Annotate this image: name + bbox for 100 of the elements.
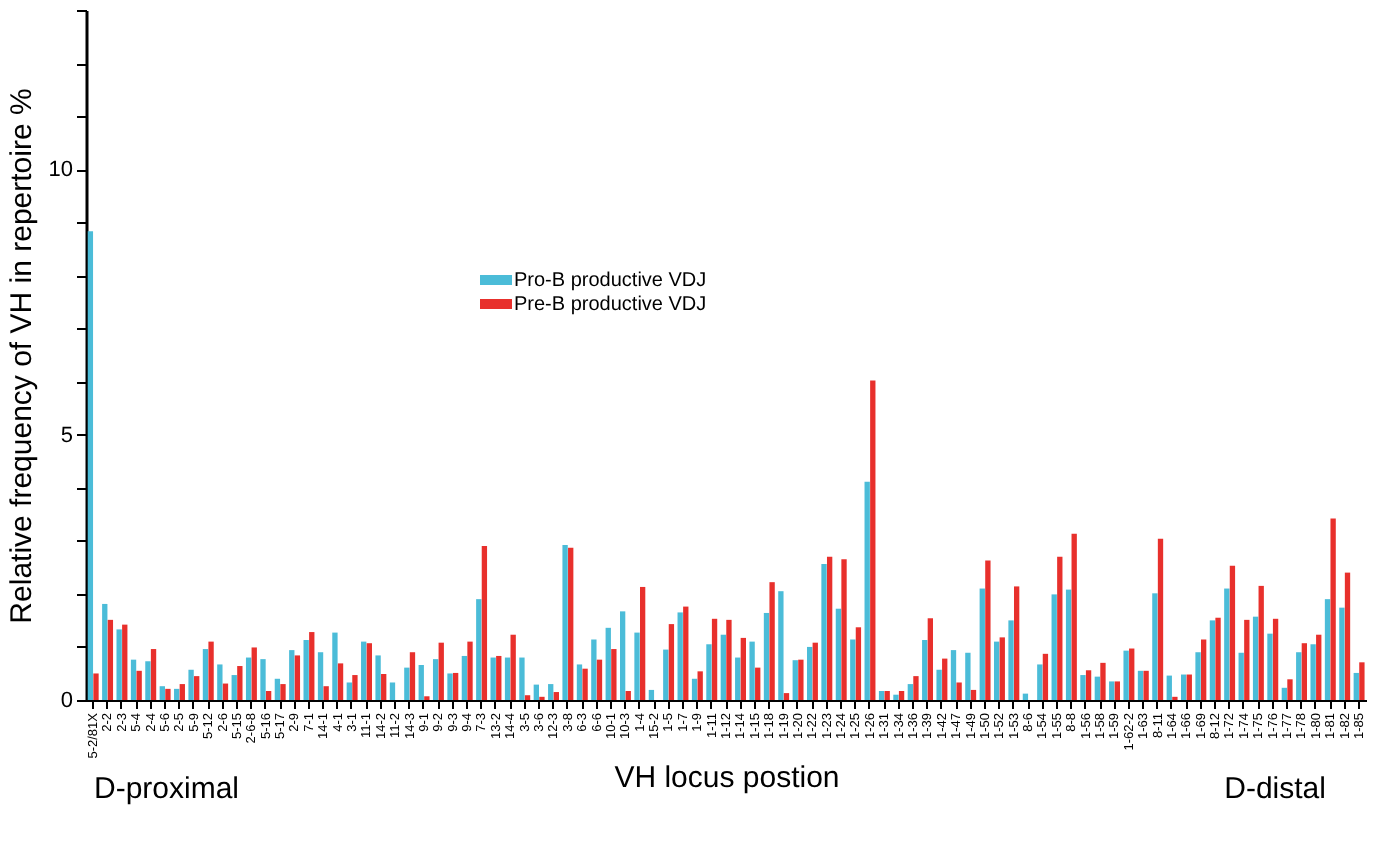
- bar: [1324, 599, 1331, 700]
- bar: [677, 612, 683, 700]
- bar: [136, 670, 142, 700]
- bar: [1013, 586, 1020, 700]
- bar: [619, 611, 626, 700]
- bar: [1114, 681, 1121, 700]
- bar: [303, 640, 309, 700]
- bar: [476, 599, 482, 700]
- bar: [274, 678, 281, 700]
- bar: [1252, 616, 1259, 700]
- bar: [165, 688, 171, 700]
- bar: [812, 642, 818, 700]
- bar: [1051, 594, 1057, 700]
- bar: [769, 582, 775, 700]
- bar: [706, 644, 712, 700]
- bar: [1065, 589, 1072, 700]
- bar: [1080, 675, 1086, 700]
- bar: [1296, 652, 1302, 700]
- bar: [467, 641, 473, 700]
- bar: [855, 627, 862, 700]
- bar: [1094, 676, 1101, 700]
- bar: [591, 639, 597, 700]
- bar: [605, 627, 611, 700]
- bar: [309, 632, 315, 700]
- bar: [1157, 538, 1164, 700]
- text: D-proximal: [94, 772, 240, 806]
- bar: [582, 668, 588, 700]
- bar: [763, 612, 770, 700]
- bar: [1181, 674, 1187, 700]
- bar: [1244, 619, 1250, 700]
- bar: [942, 658, 948, 700]
- bar: [251, 647, 257, 700]
- bar: [1281, 687, 1288, 700]
- bar: [265, 690, 272, 700]
- bar: [1344, 572, 1351, 700]
- bar: [568, 547, 574, 700]
- bar: [993, 641, 1000, 700]
- bar: [1287, 679, 1293, 700]
- bar: [553, 692, 559, 700]
- bar: [691, 678, 698, 700]
- bar: [884, 690, 890, 700]
- bar: [260, 659, 266, 700]
- bar: [1037, 664, 1043, 700]
- bar: [389, 682, 396, 700]
- bar: [409, 652, 416, 700]
- bar: [970, 689, 977, 700]
- bar: [841, 559, 847, 700]
- bar: [188, 669, 194, 700]
- bar: [1359, 662, 1365, 700]
- bar: [375, 655, 381, 700]
- bar: [648, 689, 655, 700]
- bar: [361, 641, 367, 700]
- y-tick-label: 0: [60, 689, 73, 713]
- bar: [452, 672, 459, 700]
- bar: [202, 649, 209, 700]
- bar: [1224, 588, 1230, 700]
- bar: [663, 649, 669, 700]
- bar: [778, 591, 784, 700]
- bar: [438, 642, 444, 700]
- bar: [93, 673, 99, 700]
- bar: [711, 618, 718, 700]
- bar: [596, 659, 603, 700]
- bar: [352, 675, 358, 700]
- bar: [878, 690, 885, 700]
- bar: [697, 671, 703, 700]
- bar: [864, 481, 870, 700]
- bar: [936, 669, 942, 700]
- bar: [965, 652, 971, 700]
- bar: [1195, 652, 1201, 700]
- bar: [611, 649, 617, 700]
- bar: [1301, 643, 1308, 700]
- bar: [735, 657, 741, 700]
- bar: [280, 684, 286, 700]
- bar: [116, 629, 122, 700]
- bar: [510, 634, 516, 700]
- bar: [289, 650, 295, 700]
- bar: [749, 641, 755, 700]
- bar: [1229, 565, 1236, 700]
- bar: [562, 545, 568, 700]
- bar: [432, 659, 439, 700]
- bar: [122, 624, 128, 700]
- bar: [1166, 675, 1172, 700]
- bar: [639, 586, 646, 700]
- bar: [1143, 670, 1149, 700]
- bar: [755, 667, 761, 700]
- y-axis-title: Relative frequency of VH in repertoire %: [4, 88, 39, 624]
- bar: [145, 661, 151, 700]
- bar: [87, 231, 94, 700]
- bar: [381, 673, 387, 700]
- bar: [870, 380, 876, 700]
- bar: [576, 664, 583, 700]
- bar: [927, 618, 933, 700]
- y-tick-label: 5: [60, 423, 73, 448]
- bar: [950, 650, 957, 700]
- bar: [1272, 618, 1279, 700]
- bar: [1129, 648, 1135, 700]
- bar: [294, 655, 301, 700]
- bar: [245, 657, 252, 700]
- bar: [332, 632, 338, 700]
- bar: [985, 560, 991, 700]
